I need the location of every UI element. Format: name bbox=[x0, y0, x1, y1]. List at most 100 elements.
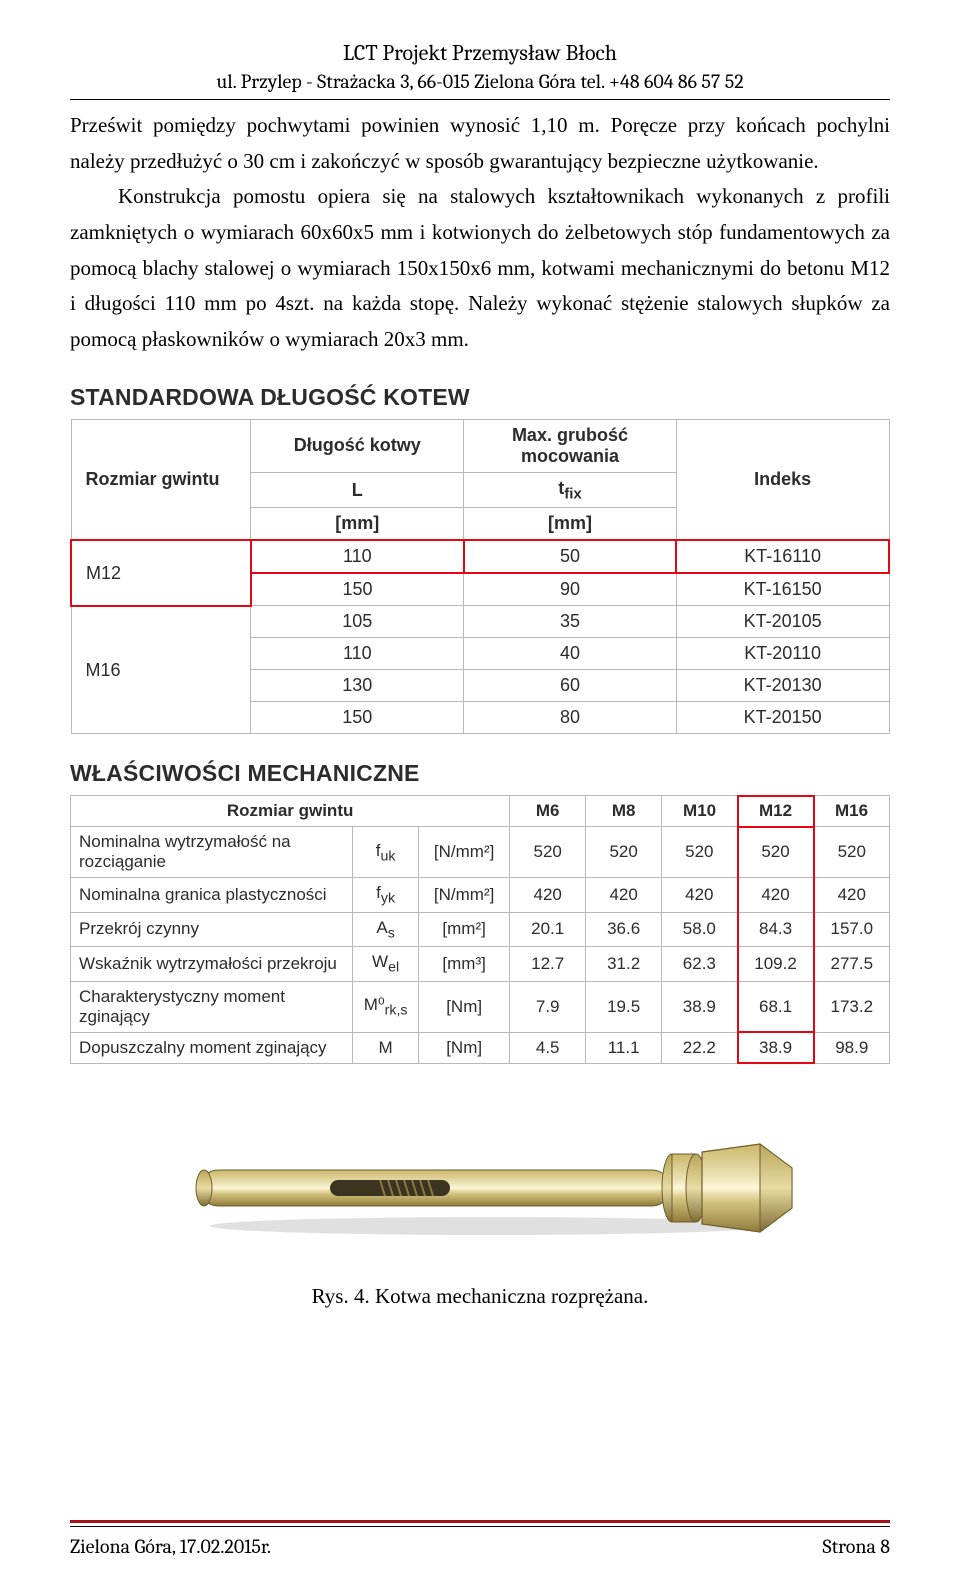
table-row: Wskaźnik wytrzymałości przekrojuWel[mm³]… bbox=[71, 947, 890, 981]
anchor-length-table: Rozmiar gwintu Długość kotwy Max. gruboś… bbox=[70, 419, 890, 735]
t2-size-header: M6 bbox=[510, 796, 586, 827]
t2-symbol-cell: fuk bbox=[353, 827, 419, 878]
t2-value-cell: 420 bbox=[662, 878, 738, 912]
t2-size-header: M10 bbox=[662, 796, 738, 827]
t2-size-header: M8 bbox=[586, 796, 662, 827]
t2-value-cell: 109.2 bbox=[738, 947, 814, 981]
t1-h-tfix: tfix bbox=[464, 472, 677, 508]
table-row: M1610535KT-20105 bbox=[71, 606, 889, 638]
t2-value-cell: 11.1 bbox=[586, 1032, 662, 1063]
anchor-image bbox=[70, 1134, 890, 1244]
t2-prop-cell: Nominalna wytrzymałość na rozciąganie bbox=[71, 827, 353, 878]
t1-thread-cell: M16 bbox=[71, 606, 251, 734]
body-paragraphs: Prześwit pomiędzy pochwytami powinien wy… bbox=[70, 108, 890, 358]
table-row: Charakterystyczny moment zginającyM⁰rk,s… bbox=[71, 981, 890, 1032]
t2-value-cell: 520 bbox=[738, 827, 814, 878]
footer-rule-thin bbox=[70, 1526, 890, 1527]
t2-value-cell: 7.9 bbox=[510, 981, 586, 1032]
t2-size-header: M16 bbox=[814, 796, 890, 827]
table-row: Dopuszczalny moment zginającyM[Nm]4.511.… bbox=[71, 1032, 890, 1063]
t2-symbol-cell: fyk bbox=[353, 878, 419, 912]
table-row: Nominalna granica plastycznościfyk[N/mm²… bbox=[71, 878, 890, 912]
t2-value-cell: 98.9 bbox=[814, 1032, 890, 1063]
t1-cell: 110 bbox=[251, 540, 464, 573]
paragraph-2: Konstrukcja pomostu opiera się na stalow… bbox=[70, 179, 890, 357]
t1-h-index: Indeks bbox=[676, 419, 889, 540]
footer-rule-red bbox=[70, 1520, 890, 1523]
t1-cell: 130 bbox=[251, 670, 464, 702]
t2-unit-cell: [Nm] bbox=[419, 981, 510, 1032]
t2-value-cell: 22.2 bbox=[662, 1032, 738, 1063]
t2-value-cell: 31.2 bbox=[586, 947, 662, 981]
t1-cell: KT-20105 bbox=[676, 606, 889, 638]
t2-value-cell: 277.5 bbox=[814, 947, 890, 981]
t1-thread-cell: M12 bbox=[71, 540, 251, 606]
table-row: Nominalna wytrzymałość na rozciąganiefuk… bbox=[71, 827, 890, 878]
t1-cell: 90 bbox=[464, 573, 677, 606]
section-title-mech: WŁAŚCIWOŚCI MECHANICZNE bbox=[70, 760, 890, 787]
t2-symbol-cell: Wel bbox=[353, 947, 419, 981]
t1-cell: 60 bbox=[464, 670, 677, 702]
t1-h-tfix-unit: [mm] bbox=[464, 508, 677, 541]
t1-h-fix: Max. grubość mocowania bbox=[464, 419, 677, 472]
t1-cell: 110 bbox=[251, 638, 464, 670]
t2-prop-cell: Przekrój czynny bbox=[71, 912, 353, 946]
t2-unit-cell: [mm³] bbox=[419, 947, 510, 981]
t2-value-cell: 520 bbox=[814, 827, 890, 878]
footer-left: Zielona Góra, 17.02.2015r. bbox=[70, 1535, 271, 1558]
t2-value-cell: 38.9 bbox=[738, 1032, 814, 1063]
t1-cell: KT-16110 bbox=[676, 540, 889, 573]
t2-size-header: M12 bbox=[738, 796, 814, 827]
table-row: M1211050KT-16110 bbox=[71, 540, 889, 573]
t2-value-cell: 157.0 bbox=[814, 912, 890, 946]
t2-unit-cell: [N/mm²] bbox=[419, 827, 510, 878]
t1-h-L: L bbox=[251, 472, 464, 508]
t2-value-cell: 420 bbox=[738, 878, 814, 912]
page-footer: Zielona Góra, 17.02.2015r. Strona 8 bbox=[70, 1520, 890, 1558]
t2-symbol-cell: As bbox=[353, 912, 419, 946]
t1-cell: 50 bbox=[464, 540, 677, 573]
t2-value-cell: 58.0 bbox=[662, 912, 738, 946]
header-rule bbox=[70, 99, 890, 100]
figure-caption: Rys. 4. Kotwa mechaniczna rozprężana. bbox=[70, 1284, 890, 1309]
t2-value-cell: 62.3 bbox=[662, 947, 738, 981]
t2-prop-cell: Charakterystyczny moment zginający bbox=[71, 981, 353, 1032]
t1-cell: 35 bbox=[464, 606, 677, 638]
paragraph-1: Prześwit pomiędzy pochwytami powinien wy… bbox=[70, 108, 890, 179]
t2-value-cell: 420 bbox=[814, 878, 890, 912]
t2-value-cell: 420 bbox=[586, 878, 662, 912]
t1-cell: KT-20150 bbox=[676, 702, 889, 734]
t2-value-cell: 68.1 bbox=[738, 981, 814, 1032]
mechanical-properties-table: Rozmiar gwintu M6M8M10M12M16 Nominalna w… bbox=[70, 795, 890, 1063]
t1-h-length: Długość kotwy bbox=[251, 419, 464, 472]
header-address: ul. Przylep - Strażacka 3, 66-015 Zielon… bbox=[70, 70, 890, 93]
t1-cell: 150 bbox=[251, 702, 464, 734]
t1-cell: KT-20110 bbox=[676, 638, 889, 670]
table-row: Przekrój czynnyAs[mm²]20.136.658.084.315… bbox=[71, 912, 890, 946]
t1-h-thread: Rozmiar gwintu bbox=[71, 419, 251, 540]
t2-value-cell: 38.9 bbox=[662, 981, 738, 1032]
t2-value-cell: 84.3 bbox=[738, 912, 814, 946]
t2-value-cell: 19.5 bbox=[586, 981, 662, 1032]
t1-cell: 80 bbox=[464, 702, 677, 734]
t2-value-cell: 12.7 bbox=[510, 947, 586, 981]
t2-unit-cell: [Nm] bbox=[419, 1032, 510, 1063]
t2-value-cell: 520 bbox=[586, 827, 662, 878]
t2-prop-cell: Dopuszczalny moment zginający bbox=[71, 1032, 353, 1063]
footer-right: Strona 8 bbox=[823, 1535, 890, 1558]
t2-value-cell: 173.2 bbox=[814, 981, 890, 1032]
t2-value-cell: 520 bbox=[662, 827, 738, 878]
t2-prop-cell: Nominalna granica plastyczności bbox=[71, 878, 353, 912]
t2-prop-cell: Wskaźnik wytrzymałości przekroju bbox=[71, 947, 353, 981]
t2-value-cell: 20.1 bbox=[510, 912, 586, 946]
t1-h-L-unit: [mm] bbox=[251, 508, 464, 541]
t2-unit-cell: [mm²] bbox=[419, 912, 510, 946]
t2-unit-cell: [N/mm²] bbox=[419, 878, 510, 912]
header-company: LCT Projekt Przemysław Błoch bbox=[70, 40, 890, 66]
t1-cell: 40 bbox=[464, 638, 677, 670]
t2-symbol-cell: M bbox=[353, 1032, 419, 1063]
t2-value-cell: 420 bbox=[510, 878, 586, 912]
section-title-lengths: STANDARDOWA DŁUGOŚĆ KOTEW bbox=[70, 384, 890, 411]
t2-value-cell: 36.6 bbox=[586, 912, 662, 946]
t2-value-cell: 520 bbox=[510, 827, 586, 878]
